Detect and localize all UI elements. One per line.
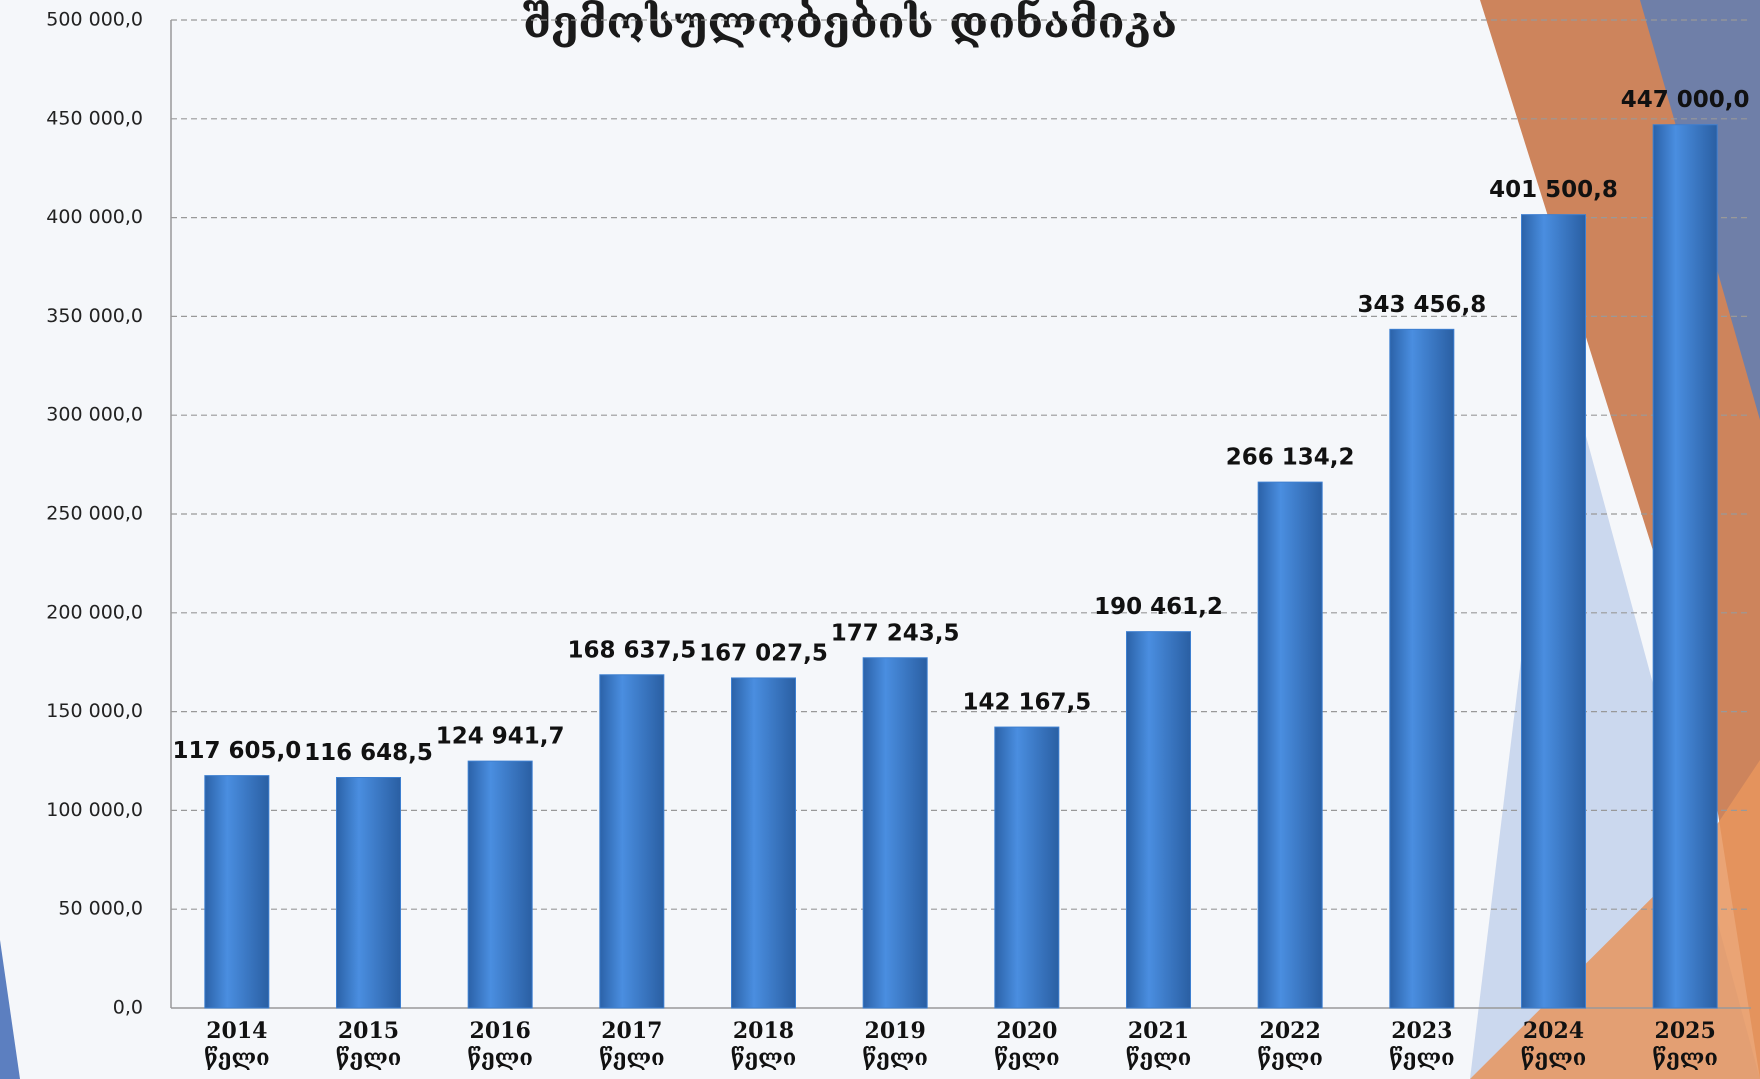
y-tick-label: 150 000,0 [46, 700, 143, 722]
chart: შემოსულობების დინამიკა 0,0 50 000,0 100 00… [0, 0, 1760, 1079]
value-label: 168 637,5 [567, 637, 696, 663]
value-label: 167 027,5 [699, 640, 828, 666]
x-tick-label: 2019 წელი [855, 1018, 935, 1072]
bar [1653, 125, 1717, 1008]
bar [205, 776, 269, 1008]
bar [337, 778, 401, 1008]
x-tick-label: 2023 წელი [1382, 1018, 1462, 1072]
bar [732, 678, 796, 1008]
bar [1390, 329, 1454, 1008]
bar [863, 658, 927, 1008]
x-tick-label: 2014 წელი [197, 1018, 277, 1072]
y-tick-label: 100 000,0 [46, 799, 143, 821]
value-label: 266 134,2 [1226, 445, 1355, 471]
bar [1258, 482, 1322, 1008]
value-label: 177 243,5 [831, 620, 960, 646]
page: შემოსულობების დინამიკა 0,0 50 000,0 100 00… [0, 0, 1760, 1079]
x-tick-label: 2025 წელი [1645, 1018, 1725, 1072]
y-tick-label: 450 000,0 [46, 107, 143, 129]
value-label: 117 605,0 [172, 738, 301, 764]
y-tick-label: 250 000,0 [46, 503, 143, 525]
value-label: 116 648,5 [304, 740, 433, 766]
value-label: 190 461,2 [1094, 594, 1223, 620]
value-label: 142 167,5 [962, 690, 1091, 716]
bar [468, 761, 532, 1008]
y-tick-label: 500 000,0 [46, 9, 143, 31]
chart-title: შემოსულობების დინამიკა [523, 0, 1177, 49]
bar [1522, 215, 1586, 1008]
x-tick-label: 2021 წელი [1119, 1018, 1199, 1072]
x-tick-label: 2016 წელი [460, 1018, 540, 1072]
x-tick-label: 2017 წელი [592, 1018, 672, 1072]
bar [600, 675, 664, 1008]
x-tick-label: 2015 წელი [329, 1018, 409, 1072]
bar [995, 727, 1059, 1008]
y-tick-label: 0,0 [113, 997, 143, 1019]
value-label: 447 000,0 [1621, 87, 1750, 113]
y-tick-label: 300 000,0 [46, 404, 143, 426]
y-tick-label: 50 000,0 [58, 898, 143, 920]
y-tick-label: 400 000,0 [46, 206, 143, 228]
value-label: 401 500,8 [1489, 177, 1618, 203]
y-tick-label: 350 000,0 [46, 305, 143, 327]
bar [1127, 632, 1191, 1008]
x-tick-label: 2020 წელი [987, 1018, 1067, 1072]
y-tick-label: 200 000,0 [46, 601, 143, 623]
x-tick-label: 2024 წელი [1514, 1018, 1594, 1072]
x-tick-label: 2018 წელი [724, 1018, 804, 1072]
value-label: 124 941,7 [436, 724, 565, 750]
x-tick-label: 2022 წელი [1250, 1018, 1330, 1072]
value-label: 343 456,8 [1357, 292, 1486, 318]
